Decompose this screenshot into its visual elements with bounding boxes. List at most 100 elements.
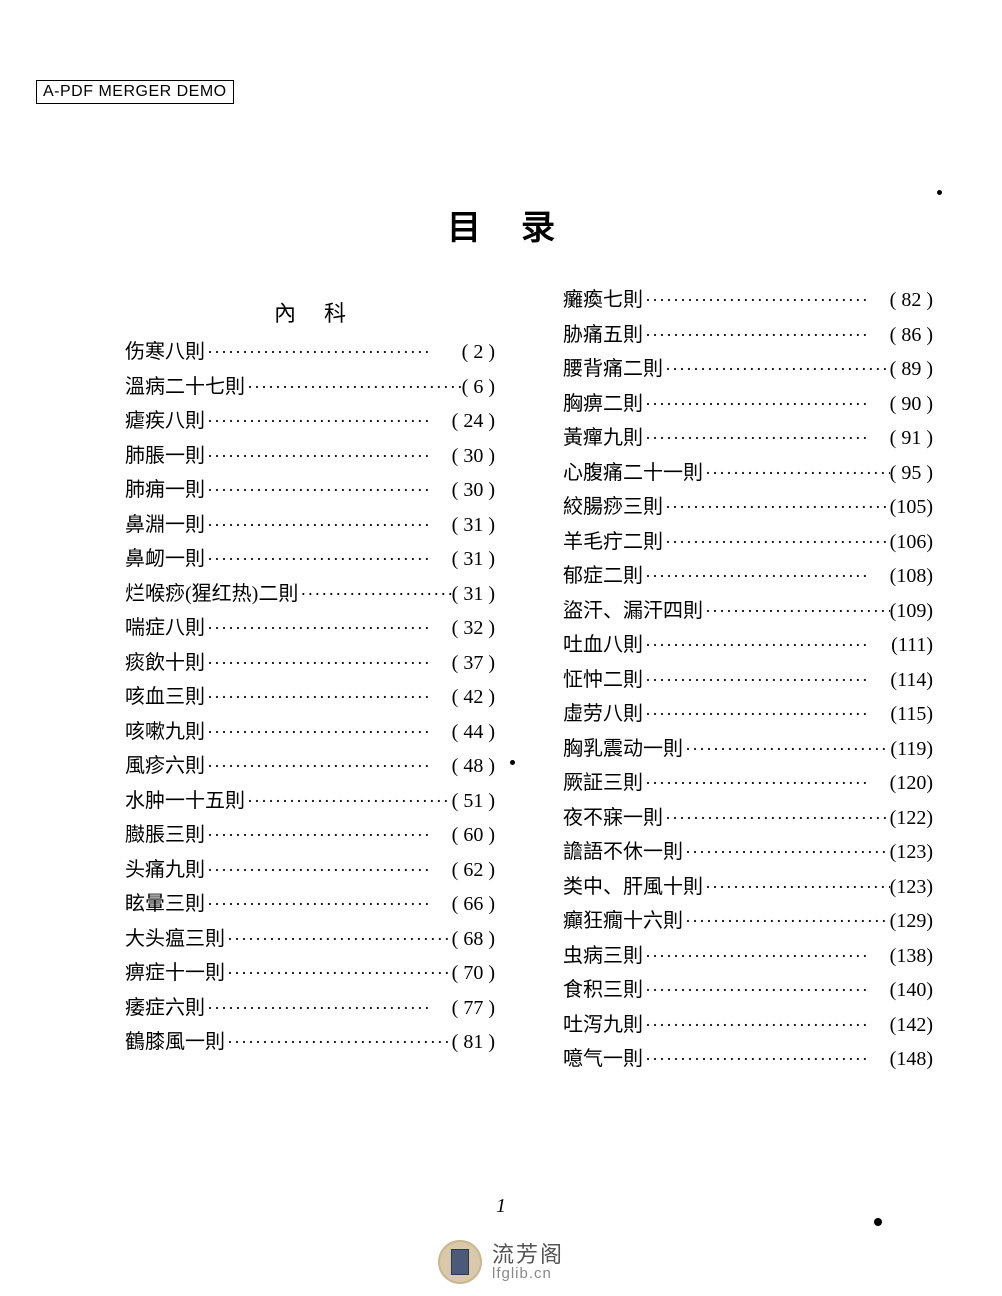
toc-leader: [245, 378, 462, 396]
toc-entry: 胸痹二則( 90 ): [563, 394, 933, 414]
toc-entry-label: 虛劳八則: [563, 704, 643, 724]
toc-entry: 厥証三則(120): [563, 773, 933, 793]
toc-entry-page: ( 2 ): [462, 342, 495, 362]
toc-entry: 心腹痛二十一則( 95 ): [563, 463, 933, 483]
toc-entry-page: (106): [890, 532, 933, 552]
toc-entry-label: 鼻淵一則: [125, 515, 205, 535]
toc-entry-page: (129): [890, 911, 933, 931]
toc-entry-page: ( 60 ): [452, 825, 495, 845]
toc-entry-page: (123): [890, 842, 933, 862]
logo-en: lfglib.cn: [492, 1266, 564, 1282]
toc-entry: 胸乳震动一則 (119): [563, 739, 933, 759]
toc-entry-label: 臌脹三則: [125, 825, 205, 845]
toc-leader: [663, 360, 890, 378]
toc-entry-label: 鼻衂一則: [125, 549, 205, 569]
toc-entry-label: 肺痈一則: [125, 480, 205, 500]
toc-entry: 大头瘟三則 ( 68 ): [125, 929, 495, 949]
toc-leader: [703, 878, 890, 896]
toc-leader: [643, 429, 890, 447]
toc-entry: 臌脹三則 ( 60 ): [125, 825, 495, 845]
toc-leader: [643, 774, 890, 792]
toc-leader: [683, 740, 890, 758]
toc-entry: 烂喉痧(猩红热)二則( 31 ): [125, 584, 495, 604]
toc-entry-page: ( 82 ): [890, 290, 933, 310]
toc-entry: 头痛九則( 62 ): [125, 860, 495, 880]
toc-entry-label: 胸痹二則: [563, 394, 643, 414]
toc-entry: 絞腸痧三則(105): [563, 497, 933, 517]
toc-leader: [205, 723, 452, 741]
toc-leader: [683, 843, 890, 861]
toc-entry-label: 郁症二則: [563, 566, 643, 586]
toc-columns: 內科 伤寒八則( 2 )溫病二十七則( 6 )瘧疾八則( 24 )肺脹一則( 3…: [125, 290, 895, 1084]
toc-entry: 盜汗、漏汗四則(109): [563, 601, 933, 621]
toc-entry-page: (122): [890, 808, 933, 828]
toc-entry-label: 羊毛疔二則: [563, 532, 663, 552]
toc-leader: [205, 481, 452, 499]
toc-entry: 吐血八則(111): [563, 635, 933, 655]
toc-entry: 眩暈三則( 66 ): [125, 894, 495, 914]
toc-leader: [683, 912, 890, 930]
toc-leader: [663, 498, 890, 516]
toc-entry: 肺脹一則( 30 ): [125, 446, 495, 466]
toc-entry: 譫語不休一則(123): [563, 842, 933, 862]
toc-leader: [643, 567, 890, 585]
toc-entry-label: 鶴膝風一則: [125, 1032, 225, 1052]
toc-entry: 腰背痛二則 ( 89 ): [563, 359, 933, 379]
toc-entry-page: (109): [890, 601, 933, 621]
toc-entry: 胁痛五則( 86 ): [563, 325, 933, 345]
toc-entry: 肺痈一則( 30 ): [125, 480, 495, 500]
toc-entry: 瘧疾八則( 24 ): [125, 411, 495, 431]
toc-entry: 夜不寐一則(122): [563, 808, 933, 828]
toc-entry-label: 黃癉九則: [563, 428, 643, 448]
toc-entry: 食积三則(140): [563, 980, 933, 1000]
toc-entry-page: ( 24 ): [452, 411, 495, 431]
toc-entry: 鶴膝風一則 ( 81 ): [125, 1032, 495, 1052]
toc-leader: [205, 999, 452, 1017]
toc-entry-label: 怔忡二則: [563, 670, 643, 690]
toc-entry: 怔忡二則(114): [563, 670, 933, 690]
toc-entry-page: ( 68 ): [452, 929, 495, 949]
toc-entry: 溫病二十七則( 6 ): [125, 377, 495, 397]
toc-entry-label: 大头瘟三則: [125, 929, 225, 949]
toc-entry-page: (123): [890, 877, 933, 897]
page-number: 1: [0, 1195, 1002, 1218]
logo-cn: 流芳阁: [492, 1243, 564, 1266]
toc-entry-page: ( 48 ): [452, 756, 495, 776]
toc-entry-page: ( 70 ): [452, 963, 495, 983]
toc-entry-page: ( 89 ): [890, 359, 933, 379]
toc-entry: 癱瘓七則 ( 82 ): [563, 290, 933, 310]
toc-entry-label: 伤寒八則: [125, 342, 205, 362]
toc-entry-page: (120): [890, 773, 933, 793]
toc-entry-label: 腰背痛二則: [563, 359, 663, 379]
toc-entry-label: 咳嗽九則: [125, 722, 205, 742]
toc-leader: [205, 654, 452, 672]
toc-entry: 痰飲十則( 37 ): [125, 653, 495, 673]
toc-leader: [205, 619, 452, 637]
toc-entry: 痿症六則( 77 ): [125, 998, 495, 1018]
footer-logo: 流芳阁 lfglib.cn: [438, 1240, 564, 1284]
speck: [874, 1218, 882, 1226]
toc-entry-page: (119): [890, 739, 933, 759]
toc-entry-label: 癱瘓七則: [563, 290, 643, 310]
toc-entry-label: 癲狂癇十六則: [563, 911, 683, 931]
toc-entry: 伤寒八則 ( 2 ): [125, 342, 495, 362]
speck: [937, 190, 942, 195]
toc-entry: 風疹六則( 48 ): [125, 756, 495, 776]
toc-leader: [643, 947, 890, 965]
toc-entry: 虫病三則(138): [563, 946, 933, 966]
toc-entry-label: 胁痛五則: [563, 325, 643, 345]
toc-entry-page: (111): [891, 635, 933, 655]
toc-entry: 鼻淵一則( 31 ): [125, 515, 495, 535]
toc-leader: [643, 705, 890, 723]
toc-entry: 喘症八則( 32 ): [125, 618, 495, 638]
toc-entry-label: 絞腸痧三則: [563, 497, 663, 517]
toc-entry-label: 眩暈三則: [125, 894, 205, 914]
toc-entry-label: 胸乳震动一則: [563, 739, 683, 759]
toc-entry-page: ( 81 ): [452, 1032, 495, 1052]
toc-leader: [643, 395, 890, 413]
toc-entry: 类中、肝風十則(123): [563, 877, 933, 897]
toc-entry-page: ( 42 ): [452, 687, 495, 707]
toc-entry-label: 痰飲十則: [125, 653, 205, 673]
toc-leader: [703, 602, 890, 620]
toc-entry-label: 痿症六則: [125, 998, 205, 1018]
